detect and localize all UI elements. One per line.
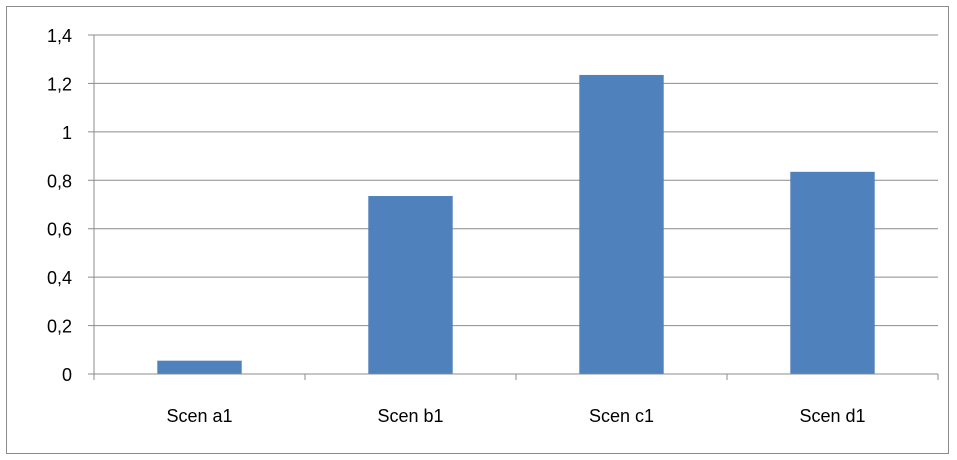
bar bbox=[579, 74, 664, 374]
bars bbox=[157, 74, 875, 374]
bar bbox=[790, 171, 875, 374]
bar bbox=[368, 196, 453, 374]
y-tick-label: 0 bbox=[62, 365, 72, 385]
y-tick-label: 1,2 bbox=[47, 74, 72, 94]
axes bbox=[88, 34, 939, 380]
y-tick-label: 0,8 bbox=[47, 171, 72, 191]
tick-labels: 0 0,2 0,4 0,6 0,8 1 1,2 1,4 Scen a1 Scen b1 Scen c… bbox=[47, 26, 866, 426]
x-tick-label: Scen a1 bbox=[166, 406, 232, 426]
y-tick-label: 0,6 bbox=[47, 220, 72, 240]
x-tick-label: Scen c1 bbox=[589, 406, 654, 426]
y-tick-label: 1 bbox=[62, 123, 72, 143]
y-tick-label: 1,4 bbox=[47, 26, 72, 46]
x-tick-label: Scen b1 bbox=[377, 406, 443, 426]
y-tick-label: 0,4 bbox=[47, 268, 72, 288]
bar bbox=[157, 360, 242, 374]
x-tick-label: Scen d1 bbox=[799, 406, 865, 426]
y-tick-label: 0,2 bbox=[47, 317, 72, 337]
